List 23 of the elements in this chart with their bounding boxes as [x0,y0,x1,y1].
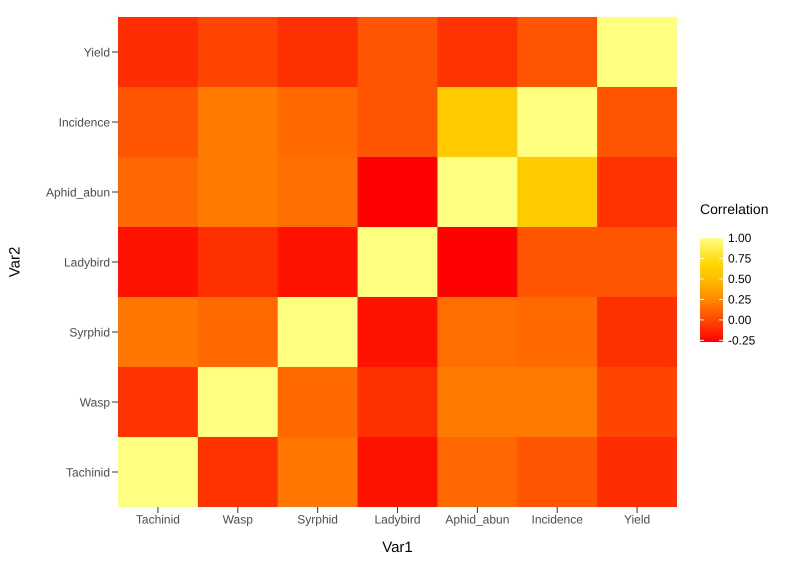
y-tick-label: Wasp [80,395,110,410]
x-tick-label: Tachinid [136,512,180,527]
color-bar-label: 0.50 [728,272,752,286]
x-tick-label: Aphid_abun [445,512,510,527]
legend-title: Correlation [700,201,768,217]
y-tick-label: Syrphid [69,325,110,340]
color-bar-label: 0.25 [728,292,752,307]
color-bar-label: 0.00 [728,313,752,328]
x-tick-label: Yield [624,512,650,527]
x-tick-label: Wasp [222,512,254,527]
color-bar-label: -0.25 [728,334,756,348]
x-tick-label: Ladybird [374,512,421,527]
color-bar-label: 0.75 [728,252,752,266]
y-tick-label: Ladybird [64,255,110,270]
x-axis-title: Var1 [382,539,413,556]
y-tick-label: Aphid_abun [46,185,110,200]
color-bar-label: 1.00 [728,231,752,246]
y-tick-label: Yield [84,45,110,60]
y-axis-title: Var2 [6,246,24,278]
x-tick-label: Incidence [532,512,584,527]
y-tick-label: Tachinid [66,465,110,480]
y-tick-label: Incidence [58,115,110,130]
x-tick-label: Syrphid [297,512,338,527]
